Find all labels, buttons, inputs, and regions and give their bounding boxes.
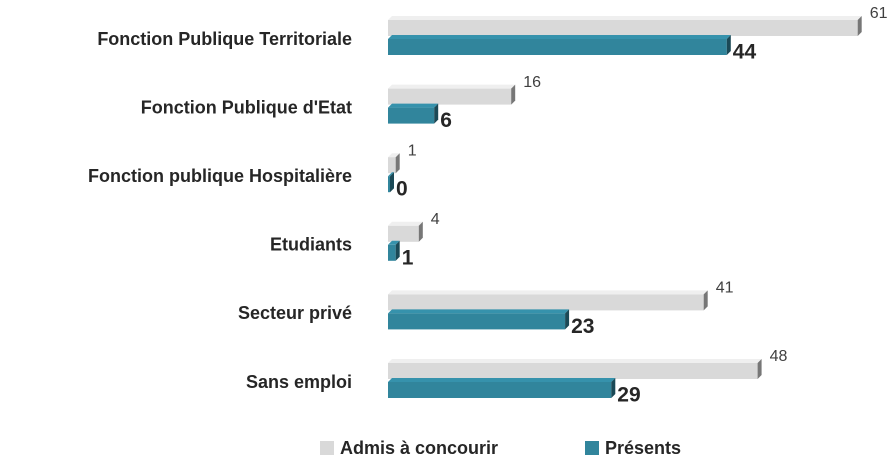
category-label: Fonction publique Hospitalière <box>88 166 352 186</box>
legend-swatch <box>585 441 599 455</box>
bar-top <box>388 290 708 295</box>
bar-top <box>388 16 862 20</box>
value-label: 61 <box>870 5 888 22</box>
bar <box>388 176 390 193</box>
bar-top <box>388 84 516 89</box>
bar <box>388 157 396 174</box>
bar <box>388 244 396 261</box>
bar-top <box>388 153 400 158</box>
value-label: 23 <box>571 315 594 338</box>
bar <box>388 88 512 105</box>
category-label: Fonction Publique Territoriale <box>97 29 352 49</box>
value-label: 16 <box>523 74 541 91</box>
bar-side <box>757 359 762 379</box>
value-label: 1 <box>402 246 414 269</box>
bar <box>388 363 758 379</box>
bar-top <box>388 103 439 108</box>
bar-side <box>565 309 570 330</box>
value-label: 48 <box>770 348 788 365</box>
bar <box>388 20 858 36</box>
bar-top <box>388 240 400 245</box>
legend-label: Admis à concourir <box>340 438 498 458</box>
bar-side <box>390 172 394 193</box>
legend-label: Présents <box>605 438 681 458</box>
bar <box>388 313 566 330</box>
bar-top <box>388 221 423 226</box>
value-label: 4 <box>431 211 440 228</box>
bar-top <box>388 35 731 39</box>
value-label: 0 <box>396 178 408 201</box>
bar-side <box>703 290 708 311</box>
legend-swatch <box>320 441 334 455</box>
bar-top <box>388 172 394 177</box>
value-label: 44 <box>733 41 757 64</box>
bar-side <box>395 153 400 174</box>
bar <box>388 107 435 124</box>
value-label: 1 <box>408 142 417 159</box>
bar-top <box>388 359 762 363</box>
bar-top <box>388 378 616 382</box>
bar-side <box>434 103 439 124</box>
bar-side <box>611 378 616 398</box>
category-label: Fonction Publique d'Etat <box>141 97 352 117</box>
category-label: Secteur privé <box>238 303 352 323</box>
bar <box>388 382 612 398</box>
bar-side <box>418 221 423 242</box>
bar-top <box>388 309 570 314</box>
value-label: 29 <box>617 384 640 407</box>
bar-side <box>857 16 862 36</box>
category-label: Etudiants <box>270 235 352 255</box>
value-label: 41 <box>716 280 734 297</box>
bar <box>388 225 419 242</box>
bar-side <box>511 84 516 105</box>
bar <box>388 294 704 311</box>
value-label: 6 <box>440 109 452 132</box>
bar-side <box>395 240 400 261</box>
bar-side <box>726 35 731 55</box>
category-label: Sans emploi <box>246 372 352 392</box>
bar <box>388 39 727 55</box>
